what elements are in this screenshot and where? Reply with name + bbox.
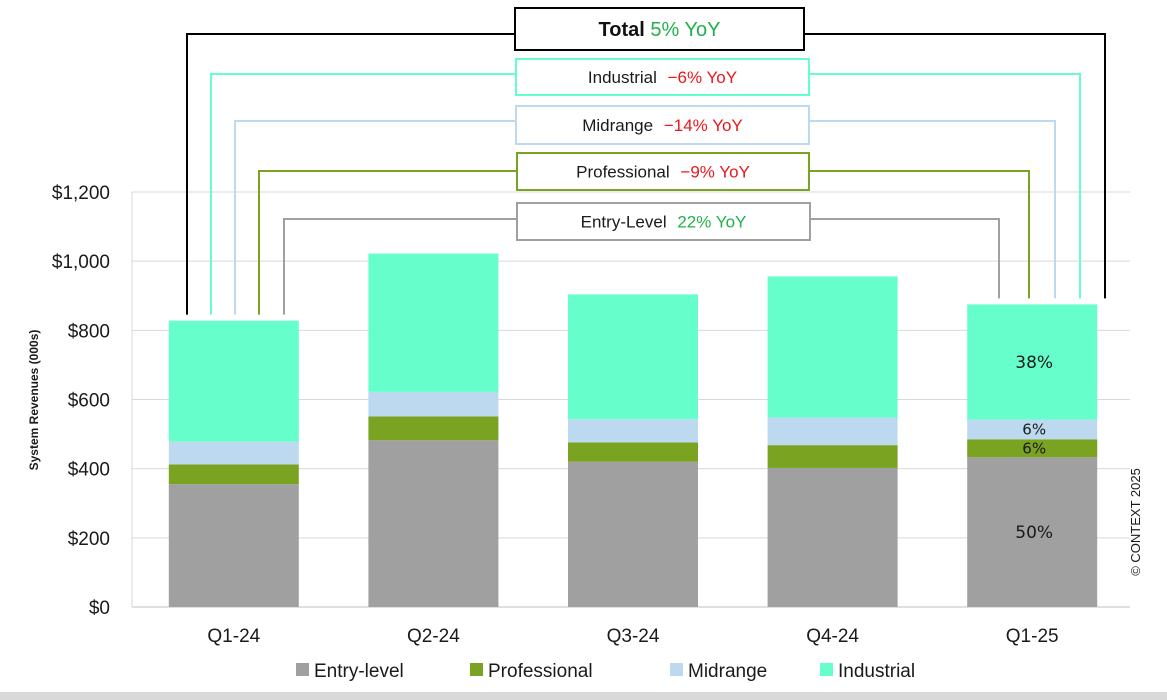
callout-text-professional: Professional −9% YoY xyxy=(576,163,750,182)
share-label-midrange: 6% xyxy=(1022,420,1046,438)
legend-label-entry-level: Entry-level xyxy=(314,661,404,682)
callout-yoy-professional: −9% YoY xyxy=(680,163,750,182)
share-labels: 38% 6%6% 50% xyxy=(1015,353,1053,543)
share-label-entry-level: 50% xyxy=(1015,523,1053,543)
callout-entry-level: Entry-Level 22% YoY xyxy=(516,202,811,241)
connector-right-midrange xyxy=(809,120,1056,299)
x-tick-q4-24: Q4-24 xyxy=(806,626,859,647)
connector-right-total xyxy=(804,33,1106,299)
callout-yoy-midrange: −14% YoY xyxy=(664,116,743,135)
connector-left-midrange xyxy=(234,120,516,315)
callout-box-professional xyxy=(516,152,810,191)
connector-right-entry-level xyxy=(810,218,1000,299)
callout-name-total: Total xyxy=(599,19,651,41)
bar-entry-level-q1-24 xyxy=(168,484,299,607)
legend: Entry-level Professional Midrange Industria… xyxy=(296,661,915,682)
callout-box-industrial xyxy=(515,58,810,96)
y-axis-label: System Revenues (000s) xyxy=(27,330,41,471)
bar-entry-level-q4-24 xyxy=(767,467,898,607)
bar-industrial-q4-24 xyxy=(767,276,898,418)
bar-midrange-q4-24 xyxy=(767,417,898,446)
bar-industrial-q1-25 xyxy=(967,304,1098,420)
callout-industrial: Industrial −6% YoY xyxy=(515,58,810,96)
x-tick-q3-24: Q3-24 xyxy=(607,626,660,647)
callout-text-industrial: Industrial −6% YoY xyxy=(588,68,737,87)
bar-midrange-q1-24 xyxy=(168,441,299,465)
callout-total: Total 5% YoY xyxy=(514,7,805,51)
bar-entry-level-q1-25 xyxy=(967,457,1098,607)
y-tick-labels: $0 $200 $400 $600 $800 $1,000 $1,200 xyxy=(52,183,110,619)
callout-name-entry-level: Entry-Level xyxy=(581,213,672,232)
y-tick-200: $200 xyxy=(68,529,110,550)
x-tick-q1-25: Q1-25 xyxy=(1006,626,1059,647)
y-tick-1-000: $1,000 xyxy=(52,252,110,273)
bar-entry-level-q2-24 xyxy=(368,440,499,607)
callout-midrange: Midrange −14% YoY xyxy=(515,105,810,145)
legend-label-industrial: Industrial xyxy=(838,661,915,682)
callout-yoy-industrial: −6% YoY xyxy=(668,68,738,87)
legend-swatch-entry-level xyxy=(296,663,309,676)
y-tick-400: $400 xyxy=(68,460,110,481)
y-tick-0: $0 xyxy=(89,598,110,619)
connector-left-industrial xyxy=(210,73,516,315)
y-tick-600: $600 xyxy=(68,391,110,412)
legend-swatch-professional xyxy=(470,663,483,676)
bar-professional-q2-24 xyxy=(368,416,499,441)
legend-label-professional: Professional xyxy=(488,661,593,682)
callout-box-entry-level xyxy=(516,202,811,241)
yoy-connectors xyxy=(186,33,1106,315)
yoy-callouts: Total 5% YoY Industrial −6% YoY Midrange −… xyxy=(514,7,811,241)
x-tick-q1-24: Q1-24 xyxy=(207,626,260,647)
copyright-text: © CONTEXT 2025 xyxy=(1128,468,1143,576)
x-tick-q2-24: Q2-24 xyxy=(407,626,460,647)
callout-text-total: Total 5% YoY xyxy=(599,19,721,41)
connector-right-professional xyxy=(809,170,1030,299)
bottom-strip xyxy=(0,692,1167,700)
bar-midrange-q2-24 xyxy=(368,391,499,417)
bar-professional-q1-24 xyxy=(168,464,299,485)
callout-name-industrial: Industrial xyxy=(588,68,662,87)
bar-industrial-q2-24 xyxy=(368,253,499,392)
bar-professional-q3-24 xyxy=(568,442,698,462)
bar-midrange-q1-25 xyxy=(967,419,1098,440)
bar-industrial-q1-24 xyxy=(168,320,299,442)
y-tick-800: $800 xyxy=(68,321,110,342)
callout-text-midrange: Midrange −14% YoY xyxy=(582,116,743,135)
callout-box-total xyxy=(514,7,805,51)
share-label-industrial: 38% xyxy=(1015,353,1053,373)
connector-left-entry-level xyxy=(283,218,517,315)
connector-left-professional xyxy=(258,170,517,315)
y-tick-1-200: $1,200 xyxy=(52,183,110,204)
callout-yoy-entry-level: 22% YoY xyxy=(677,213,746,232)
legend-swatch-midrange xyxy=(670,663,683,676)
bars xyxy=(168,253,1098,607)
callout-box-midrange xyxy=(515,105,810,145)
bar-entry-level-q3-24 xyxy=(568,461,698,607)
callout-text-entry-level: Entry-Level 22% YoY xyxy=(581,213,747,232)
share-label-professional: 6% xyxy=(1022,439,1046,457)
callout-professional: Professional −9% YoY xyxy=(516,152,810,191)
bar-professional-q4-24 xyxy=(767,445,898,468)
bar-professional-q1-25 xyxy=(967,439,1098,458)
callout-yoy-total: 5% YoY xyxy=(650,19,720,41)
callout-name-midrange: Midrange xyxy=(582,116,658,135)
legend-label-midrange: Midrange xyxy=(688,661,767,682)
callout-name-professional: Professional xyxy=(576,163,674,182)
x-tick-labels: Q1-24 Q2-24 Q3-24 Q4-24 Q1-25 xyxy=(207,626,1058,647)
connector-right-industrial xyxy=(809,73,1081,299)
bar-midrange-q3-24 xyxy=(568,419,698,443)
bar-industrial-q3-24 xyxy=(568,294,698,420)
connector-left-total xyxy=(186,33,515,315)
legend-swatch-industrial xyxy=(820,663,833,676)
